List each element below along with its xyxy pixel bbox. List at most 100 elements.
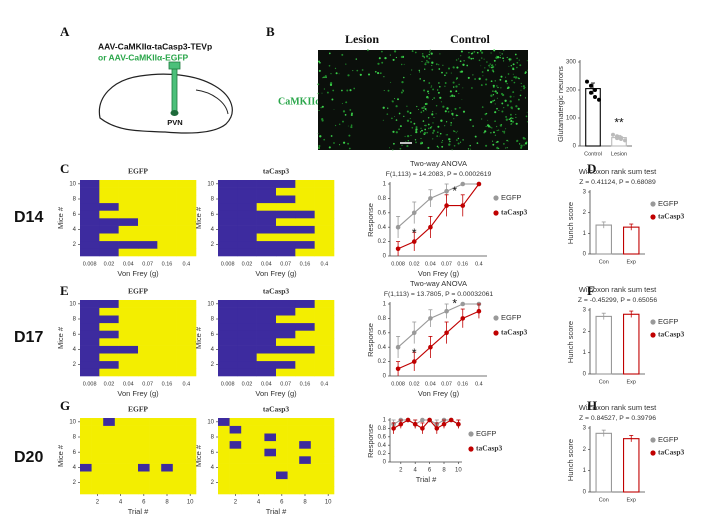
data-point [420,417,425,423]
significance-mark: ** [614,116,624,130]
heatmap-cell [237,368,257,377]
heatmap-cell [218,307,238,316]
fluorescence-speckle [501,110,504,113]
series-line [397,310,480,370]
legend-label: taCasp3 [658,330,685,339]
fluorescence-speckle [436,145,439,148]
heatmap-cell [295,202,315,211]
x-tick-label: 0.07 [441,261,452,267]
fluorescence-speckle [448,145,450,146]
heatmap-cell [299,471,312,480]
data-point [428,344,433,350]
heatmap-cell [295,368,315,377]
fluorescence-speckle [491,66,493,69]
heatmap-cell [237,240,257,249]
fluorescence-speckle [353,87,356,90]
chart-title: Wilcoxon rank sum test [579,167,657,176]
y-axis-label: Mice # [56,206,65,229]
heatmap-cell [80,330,100,339]
y-tick-label: 0.8 [378,196,387,202]
data-point [476,308,482,314]
heatmap-cell [99,202,119,211]
fluorescence-speckle [341,89,343,92]
y-tick-label: 2 [73,480,77,486]
fluorescence-speckle [453,145,456,147]
heatmap-cell [256,360,277,369]
fluorescence-speckle [394,98,396,100]
fluorescence-speckle [318,69,321,72]
heatmap-cell [322,463,335,472]
heatmap-cell [237,300,257,308]
heatmap-cell [80,478,92,487]
y-tick-label: 0 [383,460,387,466]
fluorescence-speckle [469,118,472,121]
fluorescence-speckle [432,99,433,100]
heatmap-cell [241,440,254,449]
fluorescence-speckle [492,84,495,87]
heatmap-cell [126,418,139,426]
legend-label: taCasp3 [501,208,528,217]
heatmap-cell [176,240,197,249]
fluorescence-speckle [490,52,492,54]
legend-label: EGFP [476,429,496,438]
fluorescence-speckle [457,142,460,145]
chart-title: Two-way ANOVA [410,159,467,168]
heatmap-cell [322,418,335,426]
fluorescence-speckle [393,50,397,53]
heatmap-cell [99,210,119,219]
heatmap-cell [256,248,277,257]
heatmap-cell [229,448,242,457]
heatmap-cell [91,471,104,480]
fluorescence-speckle [476,142,479,144]
heatmap-cell [256,353,277,362]
heatmap-cell [237,315,257,324]
fluorescence-speckle [398,112,401,115]
fluorescence-speckle [504,130,506,132]
fluorescence-speckle [416,105,418,108]
heatmap-cell [295,307,315,316]
y-tick-label: 10 [207,301,214,307]
heatmap-cell [218,233,238,242]
heatmap-cell [276,240,296,249]
fluorescence-speckle [437,91,440,94]
fluorescence-speckle [330,72,332,75]
heatmap-cell [237,360,257,369]
heatmap-cell [138,233,158,242]
y-tick-label: 300 [566,60,577,66]
fluorescence-speckle [499,52,501,54]
heatmap-cell [80,300,100,308]
fluorescence-speckle [474,135,477,138]
y-axis-label: Response [366,424,375,458]
heatmap-cell [157,330,177,339]
heatmap-cell [295,360,315,369]
heatmap-cell [103,448,116,457]
fluorescence-speckle [440,101,442,103]
y-tick-label: 3 [583,308,587,314]
fluorescence-speckle [318,60,320,63]
fluorescence-speckle [524,142,528,145]
fluorescence-speckle [419,131,422,133]
fluorescence-speckle [406,134,410,138]
heatmap-cell [114,425,127,434]
fluorescence-speckle [524,72,527,74]
fluorescence-speckle [520,146,523,149]
heatmap-cell [264,425,277,434]
fluorescence-speckle [494,111,497,114]
series-line [397,303,479,348]
construct-label: AAV-CaMKIIα-taCasp3-TEVp [98,41,212,51]
stain-label: CaMKIIα [278,96,321,107]
fluorescence-speckle [467,76,470,79]
heatmap-cell [295,180,315,188]
fluorescence-speckle [509,100,512,103]
fluorescence-speckle [400,63,403,66]
fluorescence-speckle [395,119,398,121]
fluorescence-speckle [427,90,429,93]
panel-label: H [587,398,597,413]
heatmap-cell [103,433,116,442]
fluorescence-speckle [510,65,512,67]
fluorescence-speckle [431,64,433,67]
heatmap-cell [157,187,177,196]
significance-mark: * [412,346,417,360]
fluorescence-speckle [334,67,337,70]
fluorescence-speckle [487,119,489,121]
